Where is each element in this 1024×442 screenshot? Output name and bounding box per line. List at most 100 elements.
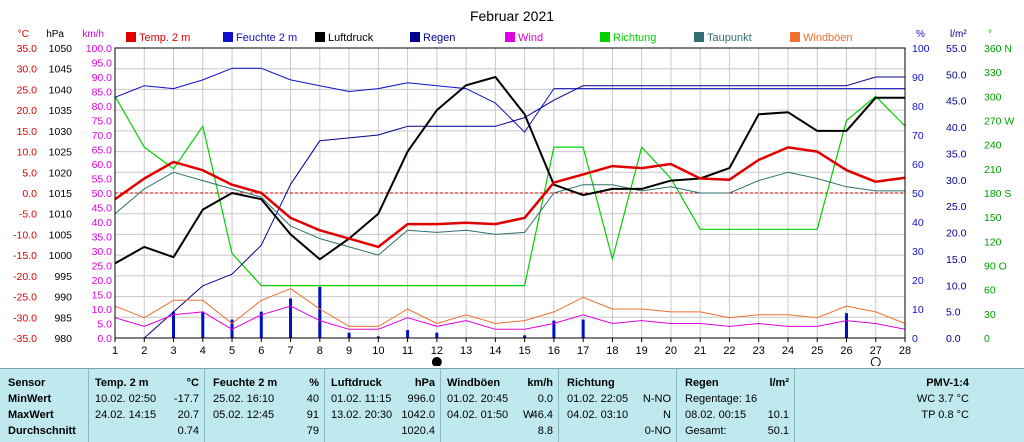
series-lines — [114, 67, 906, 339]
tick-label-wind: 20.0 — [92, 275, 113, 287]
gusts-max-time: 04.02. 01:50 — [447, 409, 509, 421]
tick-label-rain: 35.0 — [946, 148, 967, 160]
tick-label-humidity: 100 — [912, 43, 930, 55]
legend-swatch — [410, 32, 420, 42]
direction-max-value: N — [663, 409, 671, 421]
tick-label-wind: 25.0 — [92, 261, 113, 273]
stats-direction: Richtung 01.02. 22:05 N-NO 04.02. 03:10 N … — [558, 369, 677, 442]
tick-label-humidity: 10 — [912, 304, 924, 316]
tick-label-direction: 30 — [984, 309, 996, 321]
x-tick-label: 15 — [519, 345, 531, 357]
tick-label-wind: 80.0 — [92, 101, 113, 113]
humidity-max-time: 05.02. 12:45 — [213, 409, 275, 421]
tick-label-direction: 0 — [984, 333, 990, 345]
tick-label-direction: 180 S — [984, 188, 1011, 200]
rain-bar — [318, 286, 322, 338]
tick-label-humidity: 90 — [912, 72, 924, 84]
legend-entry: Feuchte 2 m — [236, 32, 297, 44]
x-tick-label: 9 — [346, 345, 352, 357]
pressure-avg-value: 1020.4 — [401, 425, 435, 437]
tick-label-temp: -10.0 — [13, 229, 37, 241]
x-tick-label: 7 — [287, 345, 293, 357]
tick-label-temp: 0.0 — [22, 188, 37, 200]
humidity-min-value: 40 — [306, 393, 319, 405]
direction-min-time: 01.02. 22:05 — [567, 393, 629, 405]
x-tick-label: 24 — [782, 345, 794, 357]
tick-label-pressure: 985 — [54, 312, 72, 324]
series-line — [114, 288, 906, 327]
stats-labels: Sensor MinWert MaxWert Durchschnitt — [0, 369, 88, 442]
tick-label-pressure: 1030 — [49, 126, 73, 138]
tick-label-pressure: 1050 — [49, 43, 73, 55]
tick-label-wind: 100.0 — [86, 43, 112, 55]
rain-bar — [523, 335, 527, 338]
tick-label-wind: 50.0 — [92, 188, 113, 200]
rain-bar — [435, 332, 439, 338]
gusts-max-direction: W — [523, 409, 534, 421]
legend-swatch — [126, 32, 136, 42]
gusts-min-time: 01.02. 20:45 — [447, 393, 509, 405]
temp-min-time: 10.02. 02:50 — [95, 393, 157, 405]
legend-swatch — [223, 32, 233, 42]
label-max: MaxWert — [8, 409, 54, 421]
axis-unit-direction: ° — [988, 29, 992, 40]
stats-humidity: Feuchte 2 m% 25.02. 16:10 40 05.02. 12:45… — [204, 369, 325, 442]
tick-label-wind: 90.0 — [92, 72, 113, 84]
pressure-unit: hPa — [414, 377, 435, 389]
pressure-max-value: 1042.0 — [401, 409, 435, 421]
rain-total-value: 50.1 — [767, 425, 789, 437]
tick-label-wind: 35.0 — [92, 232, 113, 244]
label-min: MinWert — [8, 393, 52, 405]
temp-title: Temp. 2 m — [95, 377, 149, 389]
temp-avg-value: 0.74 — [177, 425, 199, 437]
tick-label-pressure: 1015 — [49, 188, 73, 200]
tick-label-temp: 5.0 — [22, 167, 37, 179]
left-axes: °C 35.0 30.0 25.0 20.0 15.0 10.0 5.0 0.0 -5.0 -10.… — [13, 29, 112, 345]
humidity-avg-value: 79 — [306, 425, 319, 437]
humidity-title: Feuchte 2 m — [213, 377, 278, 389]
tick-label-temp: -35.0 — [13, 333, 37, 345]
x-tick-label: 11 — [402, 345, 413, 357]
legend-entry: Taupunkt — [707, 32, 752, 44]
stats-gusts: Windböen km/h 01.02. 20:45 0.0 04.02. 01:5… — [440, 369, 559, 442]
tick-label-wind: 55.0 — [92, 174, 113, 186]
legend-swatch — [600, 32, 610, 42]
tick-label-humidity: 30 — [912, 246, 924, 258]
series-line — [114, 305, 906, 330]
x-tick-label: 18 — [606, 345, 618, 357]
tick-label-humidity: 50 — [912, 188, 924, 200]
tick-label-wind: 45.0 — [92, 203, 113, 215]
legend-entry: Wind — [518, 32, 543, 44]
x-tick-label: 2 — [141, 345, 147, 357]
tick-label-pressure: 1010 — [49, 209, 73, 221]
tick-label-humidity: 40 — [912, 217, 924, 229]
x-tick-label: 22 — [723, 345, 735, 357]
rain-bar — [289, 298, 293, 338]
tick-label-direction: 210 — [984, 164, 1002, 176]
x-tick-label: 17 — [577, 345, 589, 357]
rain-bar — [581, 319, 585, 338]
tick-label-pressure: 1045 — [49, 64, 73, 76]
tick-label-direction: 60 — [984, 285, 996, 297]
tick-label-wind: 85.0 — [92, 87, 113, 99]
gusts-avg-value: 8.8 — [537, 425, 553, 437]
rain-max-time: 08.02. 00:15 — [685, 409, 747, 421]
rain-bar — [406, 330, 410, 338]
tick-label-wind: 75.0 — [92, 116, 113, 128]
temp-unit: °C — [186, 377, 199, 389]
tick-label-wind: 60.0 — [92, 159, 113, 171]
tick-label-rain: 30.0 — [946, 175, 967, 187]
series-line — [114, 67, 905, 133]
tick-label-temp: -25.0 — [13, 292, 37, 304]
tick-label-rain: 55.0 — [946, 43, 967, 55]
rain-bar — [172, 311, 176, 338]
tick-label-direction: 360 N — [984, 43, 1012, 55]
x-tick-label: 8 — [317, 345, 323, 357]
series-line — [114, 76, 905, 265]
gusts-max-value: 46.4 — [531, 409, 553, 421]
tick-label-humidity: 80 — [912, 101, 924, 113]
chart-title: Februar 2021 — [470, 8, 554, 24]
right-axes: %1009080706050403020100l/m²55.050.045.04… — [912, 29, 1014, 345]
tick-label-temp: -30.0 — [13, 312, 37, 324]
tick-label-temp: 15.0 — [17, 126, 38, 138]
